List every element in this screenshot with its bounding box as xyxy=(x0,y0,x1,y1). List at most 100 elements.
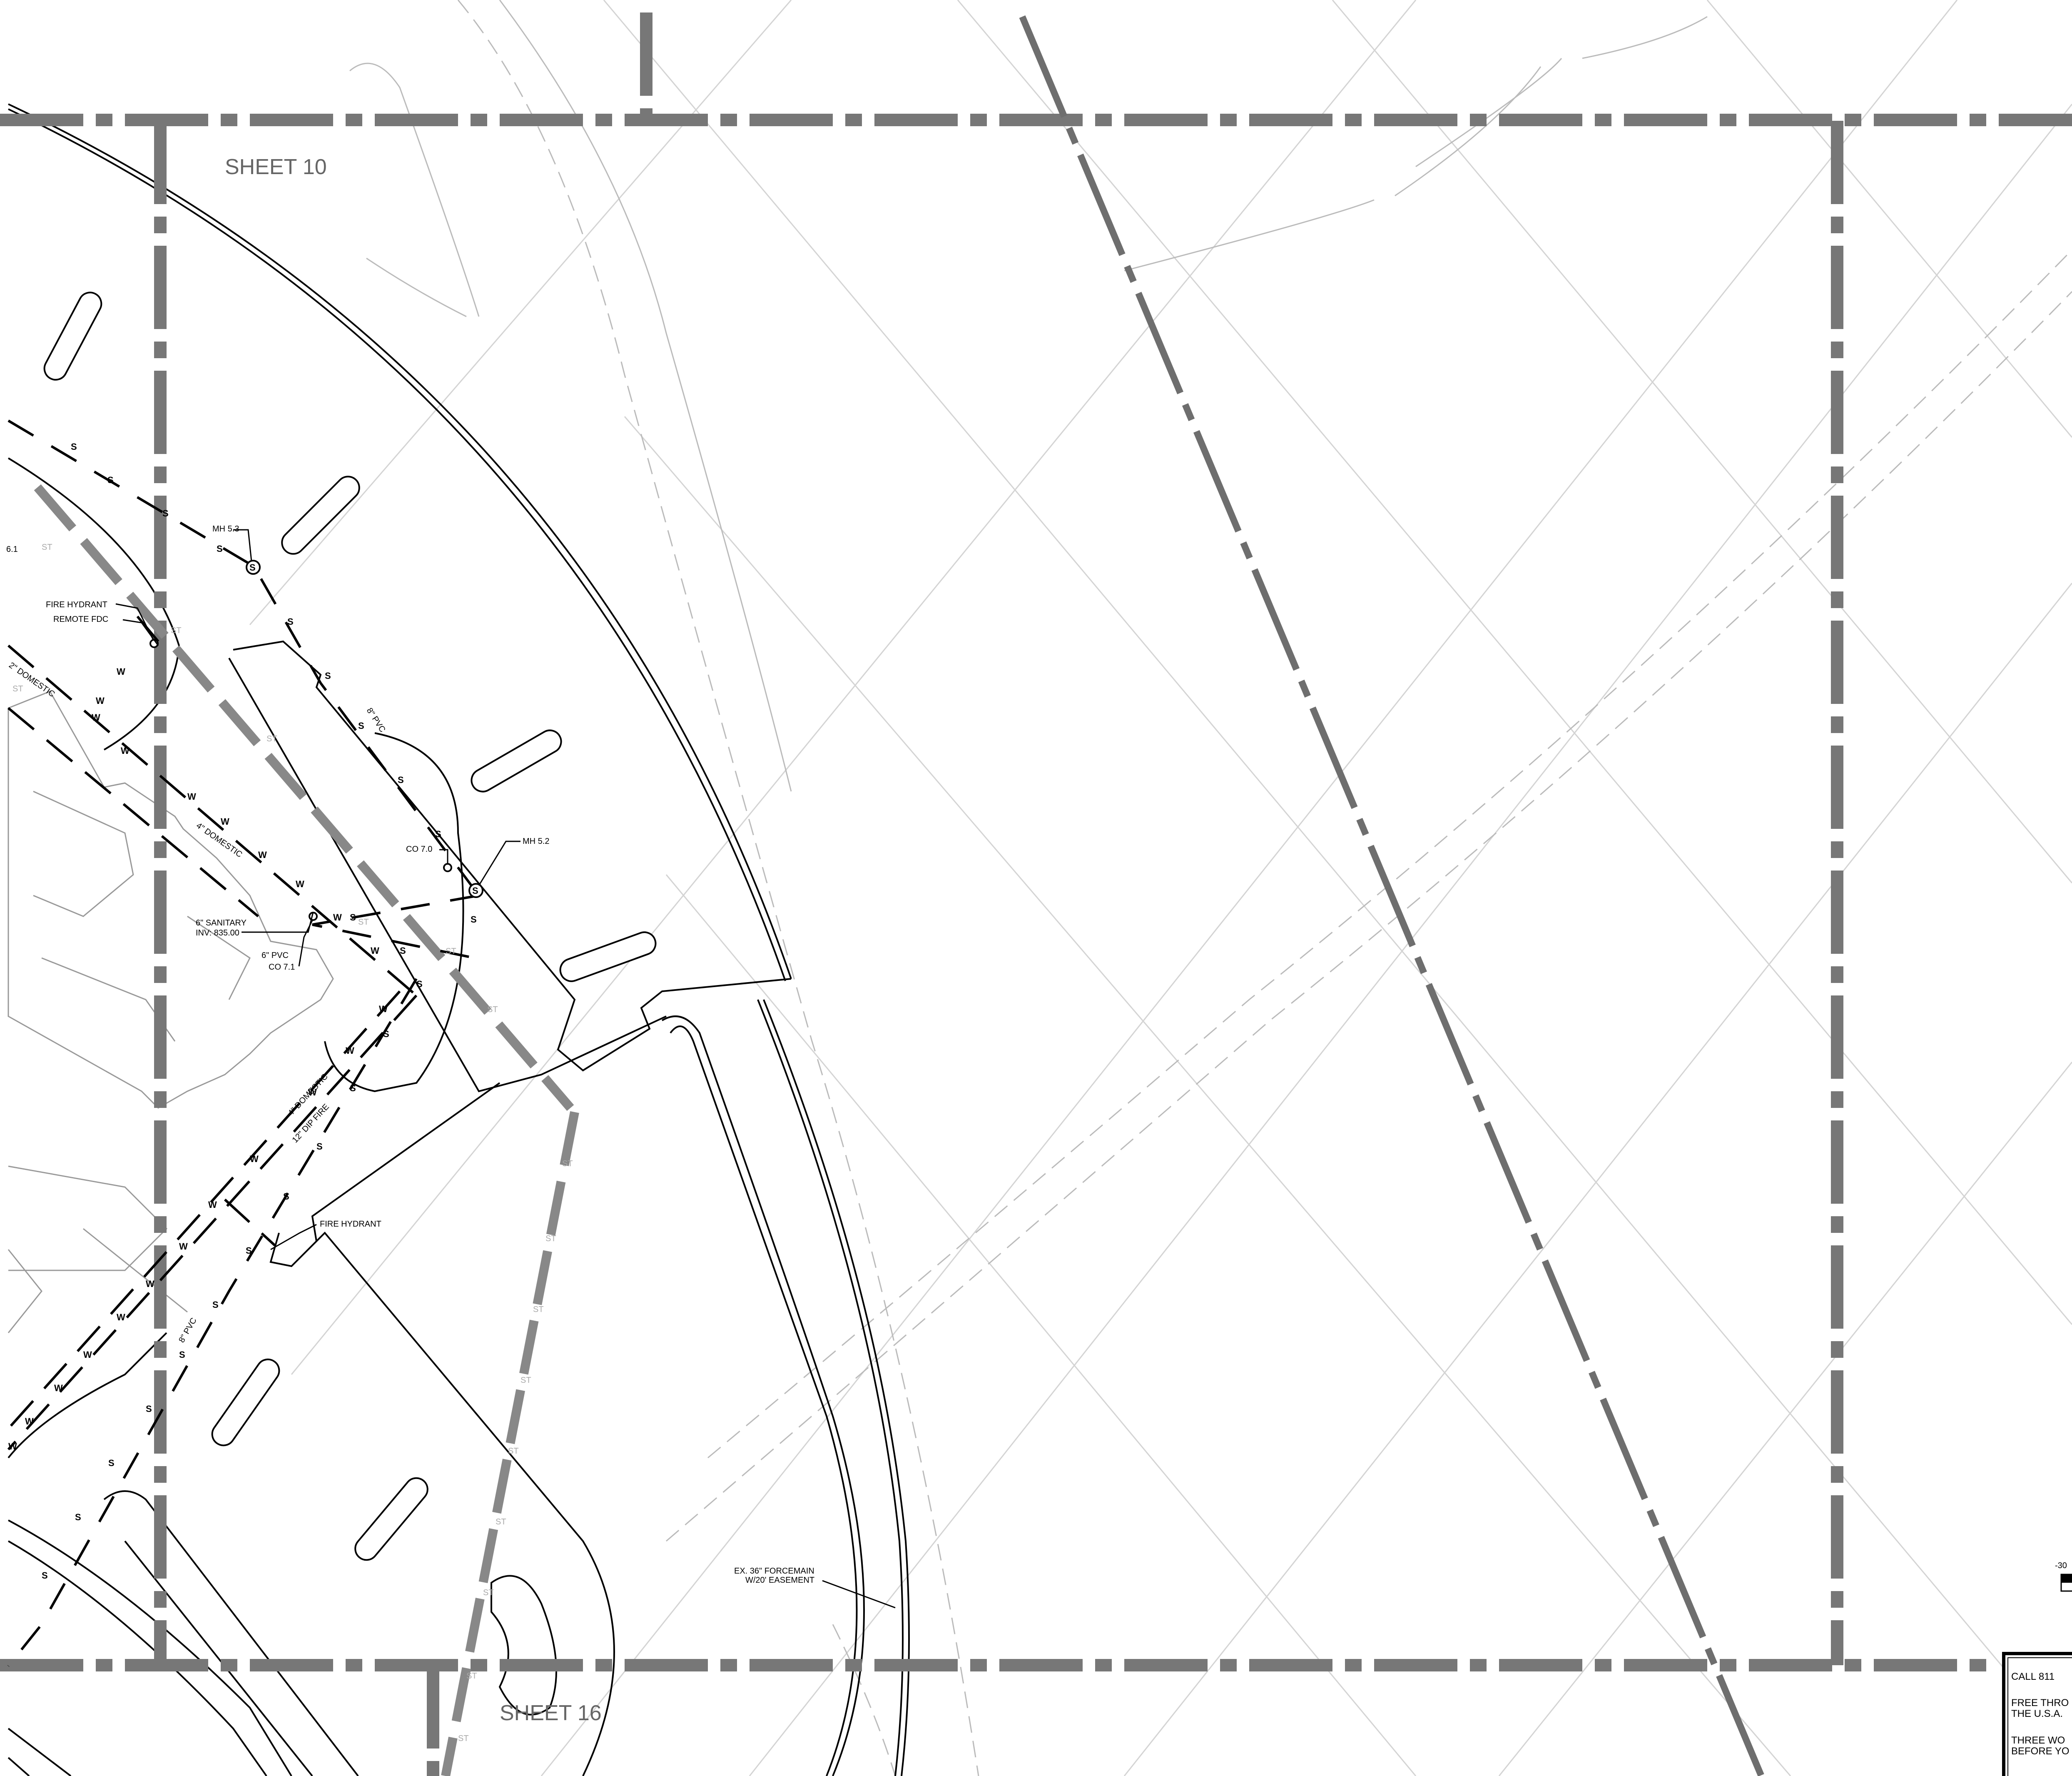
storm-marker: ST xyxy=(358,918,369,927)
storm-marker: ST xyxy=(562,1159,573,1168)
sewer-marker: S xyxy=(107,475,114,485)
sewer-marker: S xyxy=(287,616,294,627)
water-markers: W W W W W W W W W W W W W W W W W W W W … xyxy=(8,666,388,1452)
storm-marker: ST xyxy=(533,1305,544,1314)
storm-marker: ST xyxy=(483,1588,494,1597)
sheet-label-top: SHEET 10 xyxy=(225,155,327,179)
label-fire-hydrant-top: FIRE HYDRANT xyxy=(46,600,107,609)
call-811-line-3: THE U.S.A. xyxy=(2011,1708,2063,1719)
label-fire-hydrant-bottom: FIRE HYDRANT xyxy=(320,1220,381,1229)
storm-marker: ST xyxy=(520,1376,531,1385)
manhole-5-2-marker: S xyxy=(472,886,478,896)
water-marker: W xyxy=(187,791,196,802)
sewer-marker: S xyxy=(435,829,441,839)
storm-marker: ST xyxy=(12,684,23,693)
cleanout-7-0 xyxy=(443,863,452,872)
sewer-marker: S xyxy=(217,544,223,554)
parking-islands xyxy=(43,292,657,1561)
label-remote-fdc: REMOTE FDC xyxy=(53,615,108,624)
sewer-marker: S xyxy=(162,508,169,519)
water-marker: W xyxy=(83,1349,92,1360)
storm-marker: ST xyxy=(42,543,52,552)
water-marker: W xyxy=(179,1241,188,1252)
call-811-line-4: THREE WO xyxy=(2011,1735,2065,1746)
sewer-marker: S xyxy=(179,1349,185,1360)
label-easement: W/20' EASEMENT xyxy=(745,1576,814,1585)
sewer-marker: S xyxy=(283,1191,289,1202)
storm-marker: ST xyxy=(266,734,277,743)
matchlines xyxy=(0,12,2072,1776)
label-6in-pvc: 6" PVC xyxy=(261,951,289,960)
manhole-5-3-marker: S xyxy=(249,562,256,573)
storm-marker: ST xyxy=(171,626,182,635)
scale-bar-fill xyxy=(2061,1574,2072,1583)
call-811-line-1: CALL 811 xyxy=(2011,1671,2055,1682)
curbs xyxy=(7,103,910,1776)
storm-marker: ST xyxy=(508,1447,519,1456)
water-marker: W xyxy=(117,1312,125,1322)
structures xyxy=(149,560,483,921)
leader-lines xyxy=(115,529,896,1609)
water-marker: W xyxy=(333,912,342,923)
sanitary-sewer-line xyxy=(7,419,480,1667)
water-marker: W xyxy=(208,1200,217,1210)
label-mh-5-2: MH 5.2 xyxy=(523,837,549,846)
existing-features xyxy=(349,0,2072,1776)
sewer-marker: S xyxy=(398,775,404,785)
water-marker: W xyxy=(250,1154,259,1164)
label-co-7-1: CO 7.1 xyxy=(269,963,295,972)
background-grid xyxy=(249,0,2072,1776)
label-8in-pvc-upper: 8" PVC xyxy=(365,706,387,734)
water-marker: W xyxy=(371,945,379,956)
storm-marker: ST xyxy=(466,1671,477,1681)
manhole-5-3 xyxy=(246,560,261,575)
call-811-box-inner xyxy=(2007,1657,2072,1776)
label-sanitary: 6" SANITARY xyxy=(196,918,247,928)
sewer-marker: S xyxy=(325,671,331,681)
call-811-box xyxy=(2002,1652,2072,1776)
water-marker: W xyxy=(296,879,304,889)
label-forcemain: EX. 36" FORCEMAIN xyxy=(734,1566,814,1576)
sheet-label-bottom: SHEET 16 xyxy=(500,1701,602,1725)
building-footprint xyxy=(7,691,334,1333)
sewer-marker: S xyxy=(71,442,77,452)
water-marker: W xyxy=(117,666,125,677)
sewer-marker: S xyxy=(350,1083,356,1093)
label-invert: INV: 835.00 xyxy=(196,928,239,938)
water-marker: W xyxy=(121,746,130,756)
water-marker: W xyxy=(308,1087,317,1098)
water-line xyxy=(7,616,418,1451)
water-marker: W xyxy=(146,1279,154,1289)
water-marker: W xyxy=(8,1441,17,1452)
call-811-line-5: BEFORE YO xyxy=(2011,1746,2070,1757)
water-marker: W xyxy=(92,712,100,723)
sewer-marker: S xyxy=(212,1300,219,1310)
storm-marker: ST xyxy=(446,947,456,956)
sewer-marker: S xyxy=(108,1458,115,1468)
label-8in-pvc-lower: 8" PVC xyxy=(177,1316,199,1344)
sewer-marker: S xyxy=(400,945,406,956)
storm-marker: ST xyxy=(545,1234,556,1243)
water-marker: W xyxy=(346,1045,354,1056)
water-marker: W xyxy=(25,1416,34,1427)
label-edge-ref: 6.1 xyxy=(6,545,18,554)
storm-markers: ST ST ST ST ST ST ST ST ST ST ST ST ST S… xyxy=(12,543,573,1743)
label-mh-5-3: MH 5.3 xyxy=(212,524,239,534)
scale-label: -30 xyxy=(2055,1561,2067,1570)
storm-marker: ST xyxy=(458,1734,469,1743)
water-marker: W xyxy=(54,1383,63,1393)
storm-line xyxy=(34,484,579,1776)
water-marker: W xyxy=(221,816,229,827)
call-811-line-2: FREE THRO xyxy=(2011,1697,2069,1709)
water-marker: W xyxy=(258,850,267,860)
sewer-marker: S xyxy=(358,721,364,731)
sewer-marker: S xyxy=(416,979,423,989)
property-line xyxy=(1019,15,1765,1776)
storm-marker: ST xyxy=(496,1517,506,1527)
sewer-marker: S xyxy=(42,1570,48,1581)
sewer-marker: S xyxy=(383,1029,389,1039)
sewer-marker: S xyxy=(350,912,356,923)
storm-marker: ST xyxy=(487,1005,498,1014)
sewer-marker: S xyxy=(471,914,477,925)
